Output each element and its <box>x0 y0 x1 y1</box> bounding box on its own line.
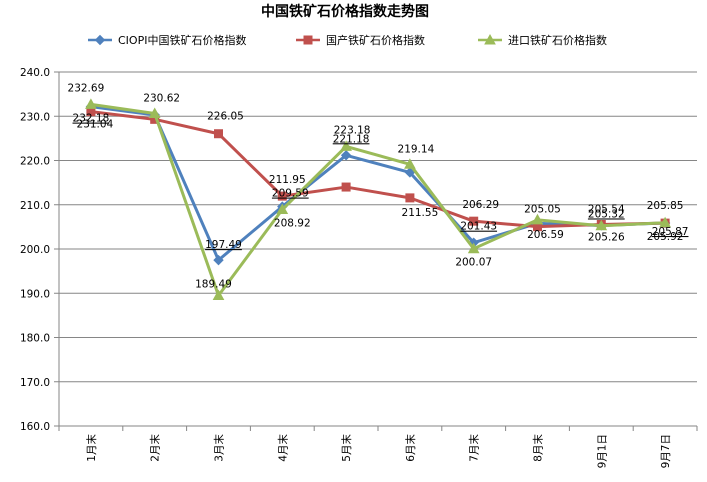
data-point <box>341 182 351 192</box>
y-tick-label: 160.0 <box>20 421 50 433</box>
series-line <box>90 110 666 229</box>
y-tick-label: 220.0 <box>20 156 50 168</box>
series-1 <box>85 101 671 266</box>
data-point <box>277 191 287 201</box>
data-point <box>214 129 223 139</box>
data-point <box>531 213 544 225</box>
data-labels: 232.18197.49209.59221.18201.43205.32205.… <box>68 82 689 290</box>
data-label: 205.54 <box>588 203 625 215</box>
legend-label: 国产铁矿石价格指数 <box>326 33 425 47</box>
legend-marker <box>484 33 496 45</box>
y-tick-label: 200.0 <box>20 244 50 256</box>
data-point <box>659 216 671 228</box>
data-label: 208.92 <box>274 218 311 230</box>
data-label: 221.18 <box>333 133 370 145</box>
data-label: 205.87 <box>652 226 689 238</box>
data-label: 209.59 <box>272 188 309 200</box>
data-label: 201.43 <box>460 221 497 233</box>
data-point <box>148 107 161 119</box>
data-label: 205.26 <box>588 232 625 244</box>
data-label: 211.95 <box>269 174 306 186</box>
legend-marker <box>303 35 313 45</box>
x-tick-label: 9月1日 <box>596 434 608 468</box>
data-label: 223.18 <box>334 124 371 136</box>
chart-title: 中国铁矿石价格指数走势图 <box>261 3 429 20</box>
legend-entry: 国产铁矿石价格指数 <box>296 33 425 47</box>
legend-label: 进口铁矿石价格指数 <box>508 33 607 47</box>
series-line <box>90 105 666 262</box>
gridlines <box>59 71 697 383</box>
x-tick-label: 4月末 <box>276 434 289 462</box>
legend-entry: 进口铁矿石价格指数 <box>478 33 607 47</box>
x-tick-label: 6月末 <box>404 434 417 462</box>
data-point <box>276 203 289 215</box>
data-point <box>595 219 608 231</box>
x-tick-label: 2月末 <box>149 434 162 462</box>
y-tick-label: 240.0 <box>20 67 50 79</box>
data-label: 200.07 <box>455 257 492 269</box>
y-tick-label: 190.0 <box>20 288 50 300</box>
axes: 160.0 170.0 180.0 190.0 200.0 210.0 220.0 230.0… <box>20 67 698 468</box>
data-point <box>469 216 479 226</box>
data-label: 206.29 <box>462 199 499 211</box>
y-tick-label: 210.0 <box>20 200 50 212</box>
x-tick-label: 1月末 <box>85 434 98 462</box>
data-point <box>340 150 352 161</box>
data-label: 230.62 <box>143 93 180 105</box>
x-tick-label: 7月末 <box>468 434 481 462</box>
data-label: 211.55 <box>402 207 439 219</box>
data-point <box>212 289 225 301</box>
data-point <box>85 98 97 109</box>
data-label: 232.69 <box>68 82 105 94</box>
legend-entry: CIOPI中国铁矿石价格指数 <box>88 33 246 47</box>
data-point <box>467 242 480 254</box>
data-label: 197.49 <box>205 239 242 251</box>
data-label: 231.04 <box>77 119 114 131</box>
data-label: 206.59 <box>527 229 564 241</box>
data-label: 205.85 <box>647 200 684 212</box>
y-tick-label: 180.0 <box>20 333 50 345</box>
series-line <box>90 102 666 298</box>
x-tick-label: 5月末 <box>340 434 353 462</box>
data-label: 189.49 <box>195 279 232 291</box>
data-point <box>213 254 224 266</box>
series-layer <box>85 98 671 301</box>
data-label: 205.32 <box>588 208 625 220</box>
data-point <box>404 158 416 169</box>
x-tick-label: 3月末 <box>213 434 226 462</box>
series-3 <box>85 98 671 301</box>
y-tick-label: 230.0 <box>20 111 50 123</box>
data-point <box>340 140 352 151</box>
data-label: 232.18 <box>73 113 110 125</box>
data-point <box>404 167 416 178</box>
data-label: 205.92 <box>647 231 684 243</box>
legend: CIOPI中国铁矿石价格指数 国产铁矿石价格指数 进口铁矿石价格指数 <box>88 33 607 47</box>
data-point <box>405 193 415 203</box>
data-label: 219.14 <box>398 143 435 155</box>
data-label: 226.05 <box>207 111 244 123</box>
legend-label: CIOPI中国铁矿石价格指数 <box>118 33 246 47</box>
x-tick-label: 9月7日 <box>660 434 672 468</box>
x-tick-label: 8月末 <box>532 434 545 462</box>
data-label: 205.05 <box>524 204 561 216</box>
y-tick-label: 170.0 <box>20 377 50 389</box>
legend-marker <box>94 34 106 46</box>
